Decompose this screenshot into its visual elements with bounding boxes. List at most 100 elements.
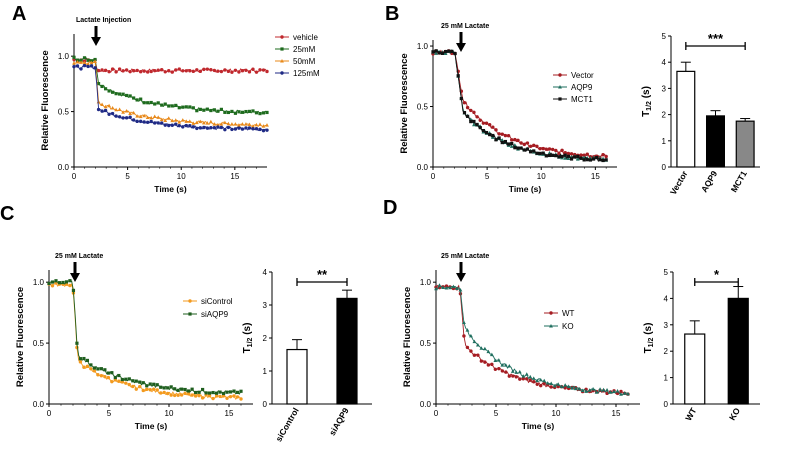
data-point bbox=[532, 149, 536, 153]
data-point bbox=[180, 118, 185, 122]
series-125mm bbox=[72, 63, 269, 133]
data-point bbox=[114, 70, 118, 74]
data-point bbox=[547, 147, 552, 151]
data-point bbox=[240, 127, 245, 131]
data-point bbox=[142, 120, 146, 124]
y-tick-label: 3 bbox=[664, 321, 669, 330]
data-point bbox=[124, 116, 129, 120]
data-point bbox=[258, 127, 262, 132]
x-tick-label: 0 bbox=[72, 172, 77, 181]
data-point bbox=[149, 100, 153, 105]
data-point bbox=[197, 393, 201, 398]
data-point bbox=[440, 51, 445, 56]
data-point bbox=[201, 387, 205, 392]
data-point bbox=[503, 133, 508, 138]
data-point bbox=[156, 101, 160, 105]
data-point bbox=[233, 111, 238, 115]
data-point bbox=[230, 122, 234, 126]
data-point bbox=[579, 156, 583, 160]
x-axis-label: Time (s) bbox=[522, 421, 555, 431]
data-point bbox=[191, 69, 196, 74]
data-point bbox=[174, 103, 178, 108]
data-point bbox=[265, 123, 269, 127]
data-point bbox=[577, 386, 582, 391]
data-point bbox=[103, 368, 107, 372]
data-point bbox=[107, 69, 111, 74]
data-point bbox=[486, 363, 491, 367]
data-point bbox=[191, 121, 196, 125]
panel-letter: D bbox=[383, 197, 397, 219]
data-point bbox=[459, 96, 463, 101]
bar bbox=[336, 297, 358, 405]
data-point bbox=[503, 139, 508, 144]
legend-marker bbox=[280, 47, 284, 51]
data-point bbox=[135, 114, 140, 118]
data-point bbox=[595, 155, 599, 160]
series-sicontrol bbox=[47, 281, 243, 401]
data-point bbox=[188, 124, 192, 128]
data-point bbox=[86, 58, 90, 62]
data-point bbox=[121, 110, 126, 114]
data-point bbox=[103, 374, 107, 379]
data-point bbox=[521, 377, 525, 381]
data-point bbox=[507, 374, 512, 378]
data-point bbox=[494, 138, 498, 142]
data-point bbox=[559, 384, 564, 389]
data-point bbox=[193, 394, 198, 398]
data-point bbox=[86, 64, 90, 69]
bar bbox=[286, 348, 308, 405]
y-tick-label: 0 bbox=[662, 163, 667, 172]
data-point bbox=[484, 130, 489, 135]
data-point bbox=[57, 281, 62, 285]
data-point bbox=[462, 334, 466, 338]
data-point bbox=[541, 146, 545, 151]
bar-panel-b: 0 1 2 3 4 5 T1/2 (s) Vector AQP9 MCT1 *** bbox=[641, 31, 760, 197]
y-tick-label: 0.0 bbox=[58, 163, 70, 172]
y-tick-label: 0.0 bbox=[417, 163, 429, 172]
data-point bbox=[566, 384, 571, 389]
legend-marker bbox=[188, 299, 192, 303]
data-point bbox=[560, 148, 564, 153]
category-label: KO bbox=[727, 406, 742, 422]
data-point bbox=[125, 93, 129, 98]
data-point bbox=[497, 132, 501, 136]
data-point bbox=[500, 138, 505, 142]
data-point bbox=[85, 358, 89, 363]
data-point bbox=[120, 377, 124, 382]
category-label: WT bbox=[683, 405, 699, 422]
series-50mm bbox=[72, 59, 269, 128]
data-point bbox=[573, 386, 578, 391]
data-point bbox=[202, 67, 206, 72]
data-point bbox=[254, 111, 259, 115]
legend-label: 50mM bbox=[293, 57, 316, 66]
data-point bbox=[82, 63, 87, 68]
data-point bbox=[230, 109, 234, 114]
data-point bbox=[131, 118, 136, 122]
data-point bbox=[170, 123, 174, 127]
legend-label: KO bbox=[562, 322, 574, 331]
data-point bbox=[230, 70, 234, 74]
data-point bbox=[153, 102, 157, 106]
data-point bbox=[462, 320, 466, 325]
y-tick-label: 2 bbox=[662, 111, 667, 120]
data-point bbox=[131, 69, 136, 73]
data-point bbox=[127, 377, 131, 381]
data-point bbox=[535, 144, 539, 149]
data-point bbox=[117, 379, 121, 383]
data-point bbox=[179, 393, 184, 397]
line-panel-a: A 0 5 10 15 0.0 0.5 1.0 Time (s) Relative Fluores… bbox=[12, 3, 320, 194]
data-point bbox=[114, 114, 118, 118]
data-point bbox=[127, 382, 131, 387]
data-point bbox=[72, 61, 76, 65]
legend-label: siControl bbox=[201, 297, 233, 306]
data-point bbox=[462, 111, 467, 115]
data-point bbox=[497, 366, 501, 371]
data-point bbox=[183, 387, 187, 392]
data-point bbox=[132, 96, 136, 100]
data-point bbox=[205, 121, 210, 125]
data-point bbox=[265, 128, 269, 132]
data-point bbox=[72, 64, 76, 69]
data-point bbox=[500, 140, 504, 145]
series-line bbox=[73, 65, 268, 132]
data-point bbox=[222, 120, 227, 125]
